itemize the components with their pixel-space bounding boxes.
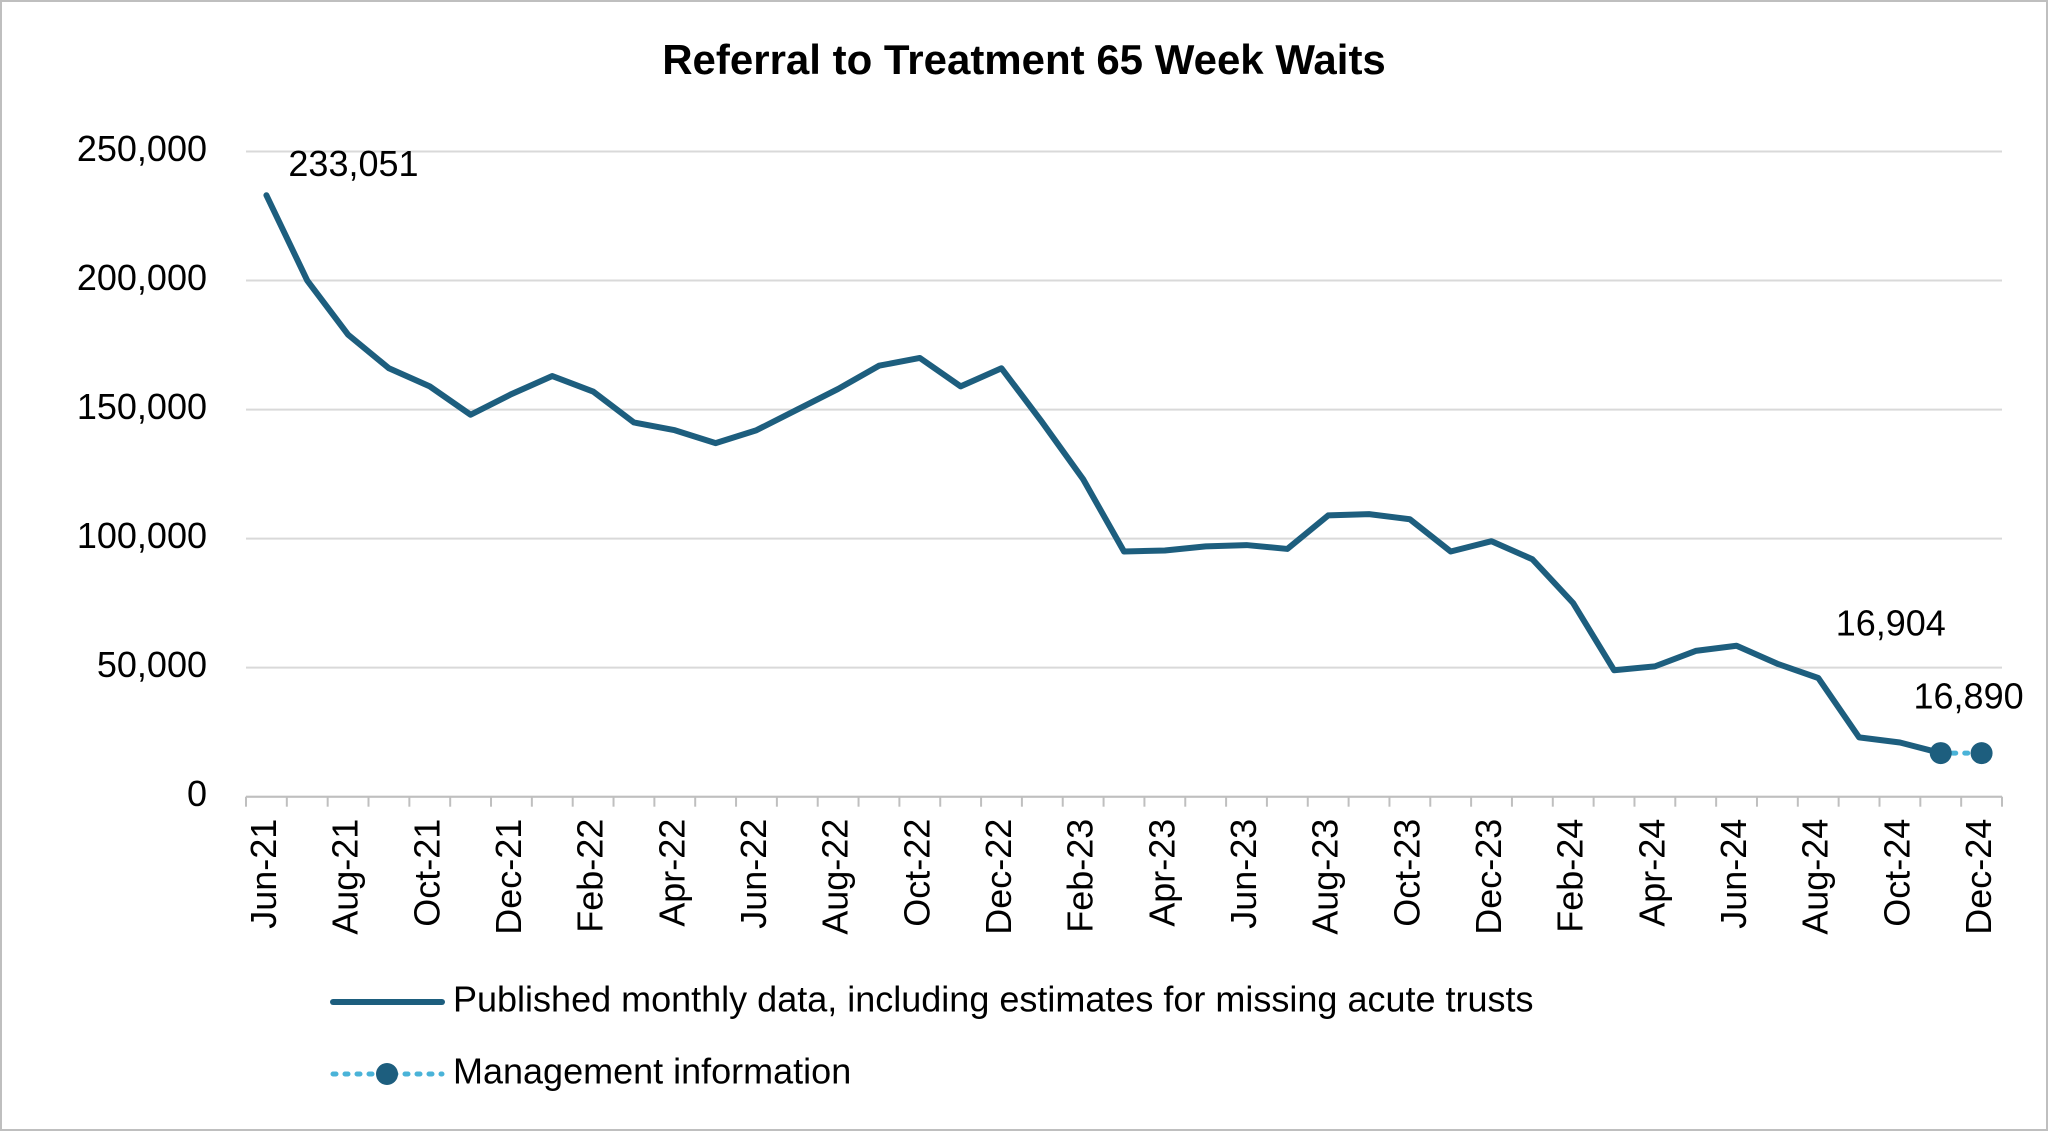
x-tick-label: Feb-23 <box>1060 819 1101 933</box>
x-tick-label: Apr-24 <box>1631 819 1672 927</box>
y-tick-label: 50,000 <box>97 644 207 685</box>
series-line <box>263 192 1944 757</box>
x-tick-label: Oct-23 <box>1386 819 1427 927</box>
x-tick-label: Jun-22 <box>733 819 774 929</box>
x-tick-label: Jun-21 <box>243 819 284 929</box>
x-tick-label: Aug-24 <box>1795 819 1836 935</box>
data-label: 16,904 <box>1836 603 1946 644</box>
chart-title: Referral to Treatment 65 Week Waits <box>662 36 1386 83</box>
x-tick-label: Oct-21 <box>406 819 447 927</box>
legend-label: Published monthly data, including estima… <box>453 979 1534 1020</box>
x-tick-label: Dec-21 <box>488 819 529 935</box>
y-tick-label: 0 <box>187 773 207 814</box>
x-tick-label: Aug-22 <box>815 819 856 935</box>
x-tick-label: Feb-22 <box>570 819 611 933</box>
legend-marker <box>376 1063 398 1085</box>
x-tick-label: Oct-24 <box>1876 819 1917 927</box>
y-tick-label: 100,000 <box>77 515 207 556</box>
x-tick-label: Dec-24 <box>1958 819 1999 935</box>
data-label: 233,051 <box>288 143 418 184</box>
legend-label: Management information <box>453 1051 851 1092</box>
x-tick-label: Dec-23 <box>1468 819 1509 935</box>
x-tick-label: Apr-23 <box>1141 819 1182 927</box>
series-marker <box>1929 742 1952 765</box>
x-tick-label: Dec-22 <box>978 819 1019 935</box>
data-label: 16,890 <box>1914 676 2024 717</box>
x-tick-label: Aug-23 <box>1305 819 1346 935</box>
series-marker <box>1970 742 1993 765</box>
x-tick-label: Feb-24 <box>1550 819 1591 933</box>
y-tick-label: 150,000 <box>77 386 207 427</box>
x-tick-label: Jun-23 <box>1223 819 1264 929</box>
y-tick-label: 200,000 <box>77 257 207 298</box>
x-tick-label: Aug-21 <box>325 819 366 935</box>
x-tick-label: Oct-22 <box>896 819 937 927</box>
y-tick-label: 250,000 <box>77 128 207 169</box>
x-tick-label: Apr-22 <box>651 819 692 927</box>
x-tick-label: Jun-24 <box>1713 819 1754 929</box>
